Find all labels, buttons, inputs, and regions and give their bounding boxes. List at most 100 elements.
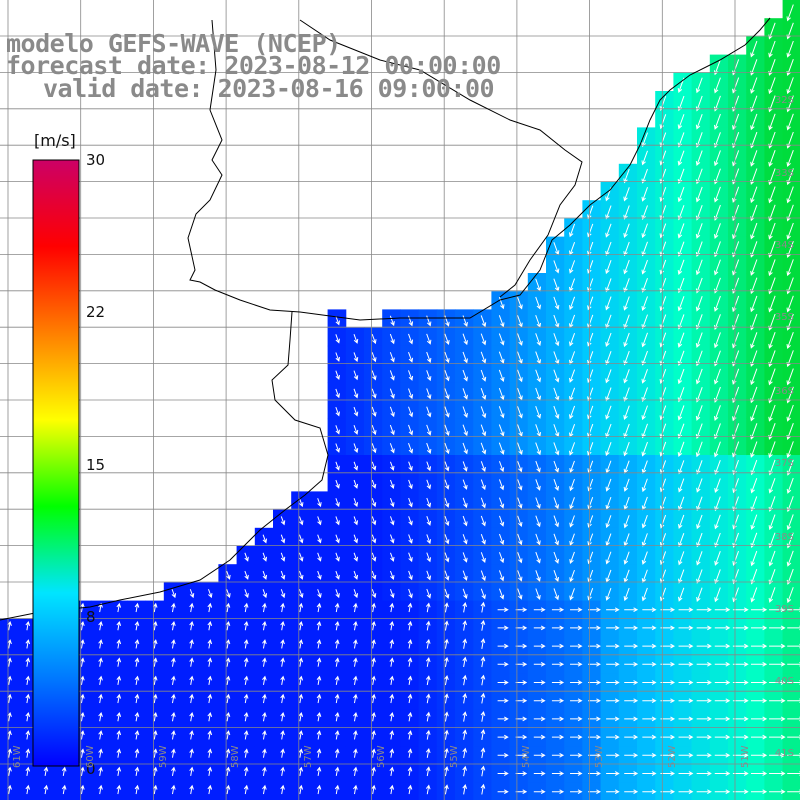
wind-arrow <box>641 314 648 330</box>
wind-arrow <box>677 405 685 421</box>
wind-arrow <box>371 570 377 580</box>
wind-arrow <box>225 639 231 649</box>
wind-arrow <box>389 479 395 490</box>
wind-arrow <box>425 711 431 722</box>
wind-arrow <box>696 661 712 667</box>
wind-arrow <box>714 734 731 740</box>
wind-arrow <box>25 730 31 740</box>
wind-arrow <box>243 639 249 649</box>
wind-arrow <box>732 550 740 567</box>
wind-arrow <box>371 675 376 685</box>
wind-arrow <box>243 711 249 722</box>
wind-arrow <box>480 406 487 419</box>
wind-arrow <box>498 387 505 401</box>
wind-arrow <box>678 478 685 493</box>
wind-arrow <box>389 602 395 613</box>
wind-arrow <box>243 675 249 685</box>
wind-arrow <box>408 370 414 381</box>
wind-arrow <box>732 532 740 548</box>
wind-arrow <box>714 587 721 603</box>
wind-arrow <box>371 748 376 758</box>
wind-arrow <box>353 570 359 580</box>
wind-arrow <box>624 607 639 613</box>
wind-arrow <box>408 351 414 363</box>
wind-arrow <box>407 748 413 758</box>
wind-arrow <box>408 534 413 544</box>
wind-arrow <box>695 223 703 239</box>
wind-arrow <box>641 423 648 439</box>
wind-arrow <box>462 692 468 704</box>
wind-arrow <box>714 789 731 795</box>
wind-arrow <box>389 461 395 471</box>
wind-arrow <box>588 607 601 613</box>
wind-arrow <box>750 295 758 313</box>
wind-arrow <box>696 460 703 475</box>
wind-arrow <box>335 498 340 508</box>
wind-arrow <box>587 369 594 384</box>
lat-label-35s: 35S <box>774 312 794 323</box>
wind-arrow <box>480 729 486 740</box>
wind-arrow <box>641 405 648 421</box>
wind-arrow <box>298 748 304 758</box>
wind-arrow <box>189 620 194 631</box>
wind-arrow <box>189 675 194 685</box>
wind-arrow <box>515 698 528 704</box>
wind-arrow <box>407 784 413 795</box>
wind-arrow <box>335 370 340 381</box>
wind-arrow <box>371 639 376 649</box>
wind-arrow <box>280 552 286 562</box>
wind-arrow <box>623 314 630 329</box>
wind-arrow <box>623 369 630 384</box>
wind-arrow <box>116 602 122 613</box>
wind-arrow <box>462 729 468 740</box>
wind-arrow <box>659 587 667 602</box>
wind-arrow <box>570 643 583 649</box>
wind-arrow <box>353 352 359 363</box>
wind-arrow <box>713 113 721 130</box>
wind-arrow <box>517 442 523 456</box>
wind-arrow <box>171 639 176 649</box>
wind-arrow <box>462 674 468 686</box>
wind-arrow <box>80 784 85 795</box>
wind-arrow <box>25 711 31 722</box>
wind-arrow <box>134 639 140 649</box>
wind-arrow <box>677 259 685 276</box>
wind-arrow <box>713 441 721 458</box>
wind-arrow <box>444 588 450 599</box>
wind-arrow <box>695 295 703 312</box>
wind-arrow <box>677 368 685 385</box>
wind-arrow <box>605 442 612 457</box>
wind-arrow <box>696 716 712 722</box>
wind-arrow <box>535 515 541 528</box>
wind-arrow <box>570 752 583 758</box>
wind-arrow <box>553 460 560 473</box>
wind-arrow <box>535 533 541 546</box>
wind-arrow <box>605 332 612 347</box>
wind-arrow <box>262 711 267 722</box>
wind-arrow <box>535 333 542 347</box>
wind-arrow <box>480 515 486 527</box>
wind-arrow <box>768 295 776 313</box>
wind-arrow <box>389 443 395 454</box>
wind-arrow <box>570 771 583 776</box>
wind-arrow <box>171 730 176 740</box>
wind-arrow <box>641 296 648 311</box>
wind-arrow <box>713 332 721 349</box>
wind-arrow <box>334 784 340 795</box>
wind-arrow <box>714 607 731 613</box>
wind-arrow <box>535 588 541 601</box>
wind-arrow <box>25 748 31 758</box>
wind-arrow <box>498 533 505 545</box>
wind-arrow <box>444 315 450 327</box>
lat-label-39s: 39S <box>774 604 794 615</box>
wind-arrow <box>7 784 12 795</box>
wind-arrow <box>535 460 541 473</box>
wind-arrow <box>678 587 685 602</box>
wind-arrow <box>677 150 685 166</box>
wind-arrow <box>569 478 575 492</box>
wind-arrow <box>641 369 648 384</box>
wind-arrow <box>605 478 612 492</box>
wind-arrow <box>462 315 468 327</box>
wind-arrow <box>498 515 505 527</box>
wind-arrow <box>517 533 523 546</box>
